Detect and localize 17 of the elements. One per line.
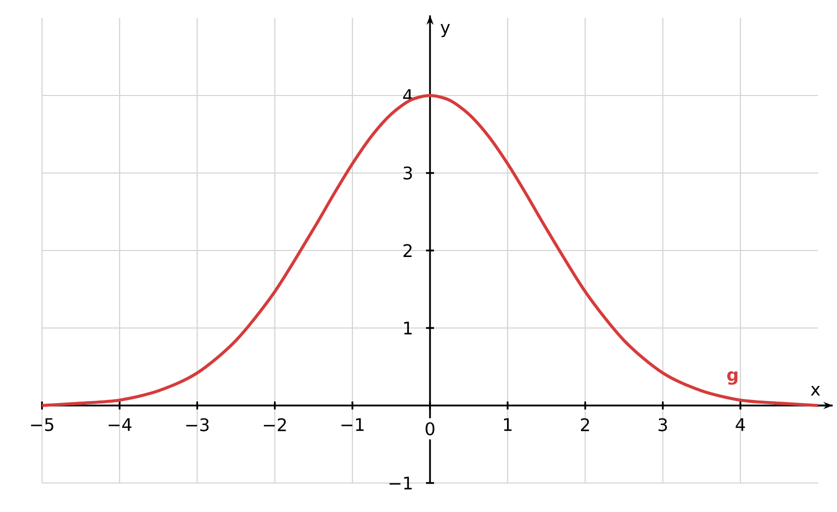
x-axis-title: x [810, 386, 820, 396]
x-tick-label: 1 [504, 418, 512, 431]
x-tick-label: 3 [658, 418, 667, 432]
y-tick-label: 1 [404, 322, 412, 334]
series-label: g [727, 371, 738, 385]
x-tick-label: 0 [426, 422, 434, 436]
x-tick-label: −2 [264, 418, 286, 432]
y-tick-label: 2 [404, 244, 412, 257]
y-tick-label: −1 [390, 476, 412, 490]
x-tick-label: 4 [736, 418, 745, 431]
x-tick-label: 2 [580, 418, 589, 432]
x-tick-label: −1 [341, 418, 364, 431]
y-axis-title: y [440, 24, 450, 38]
x-tick-label: −5 [31, 418, 54, 432]
x-tick-label: −3 [186, 418, 209, 432]
x-tick-label: −4 [108, 418, 132, 431]
y-tick-label: 3 [404, 166, 412, 180]
